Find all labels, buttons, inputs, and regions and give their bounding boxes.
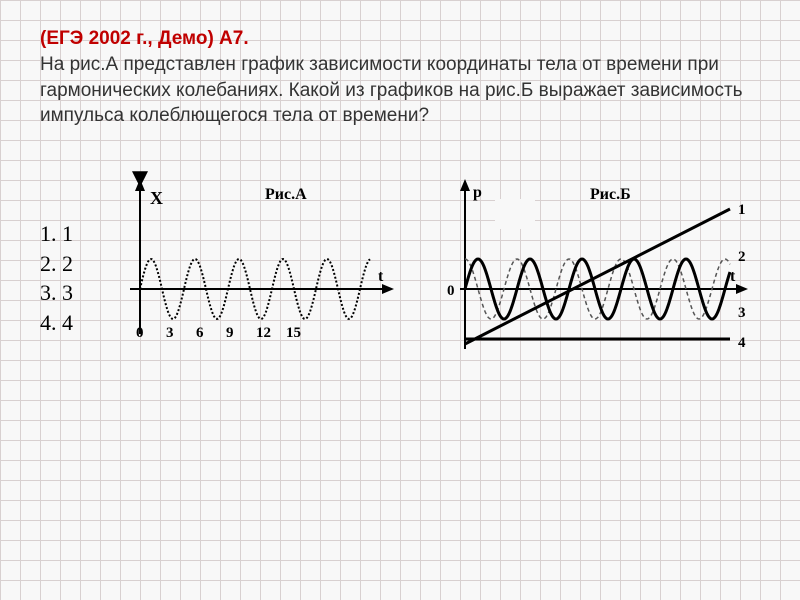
svg-text:2: 2 — [738, 249, 746, 265]
charts-row: 1. 1 2. 2 3. 3 4. 4 XtРис.А03691215 pt0Р… — [40, 169, 760, 364]
svg-text:p: p — [473, 184, 482, 201]
answer-option: 1. 1 — [40, 219, 80, 249]
svg-text:1: 1 — [738, 202, 746, 218]
svg-text:Рис.Б: Рис.Б — [590, 186, 631, 203]
answer-options: 1. 1 2. 2 3. 3 4. 4 — [40, 169, 80, 338]
svg-text:9: 9 — [226, 325, 234, 341]
svg-text:X: X — [150, 188, 163, 208]
svg-text:12: 12 — [256, 325, 271, 341]
answer-option: 3. 3 — [40, 278, 80, 308]
chart-a-svg: Xt Рис.А 0 3 6 9 12 15 — [110, 169, 410, 359]
svg-text:15: 15 — [286, 325, 301, 341]
svg-text:6: 6 — [196, 325, 204, 341]
answer-option: 4. 4 — [40, 308, 80, 338]
svg-text:Рис.А: Рис.А — [265, 186, 307, 203]
svg-text:0: 0 — [447, 283, 455, 299]
chart-a: Xt Рис.А 0 3 6 9 12 15 — [110, 169, 410, 364]
answer-option: 2. 2 — [40, 249, 80, 279]
svg-text:3: 3 — [738, 305, 746, 321]
svg-text:t: t — [378, 268, 384, 285]
problem-question: На рис.А представлен график зависимости … — [40, 52, 760, 129]
svg-text:3: 3 — [166, 325, 174, 341]
problem-title: (ЕГЭ 2002 г., Демо) А7. — [40, 28, 760, 50]
chart-b-svg: p t 0 Рис.Б 1 2 3 4 — [440, 169, 760, 359]
svg-text:0: 0 — [136, 325, 144, 341]
svg-text:t: t — [730, 268, 736, 285]
chart-b: p t 0 Рис.Б 1 2 3 4 — [440, 169, 760, 364]
content: (ЕГЭ 2002 г., Демо) А7. На рис.А предста… — [0, 0, 800, 392]
svg-text:4: 4 — [738, 335, 746, 351]
